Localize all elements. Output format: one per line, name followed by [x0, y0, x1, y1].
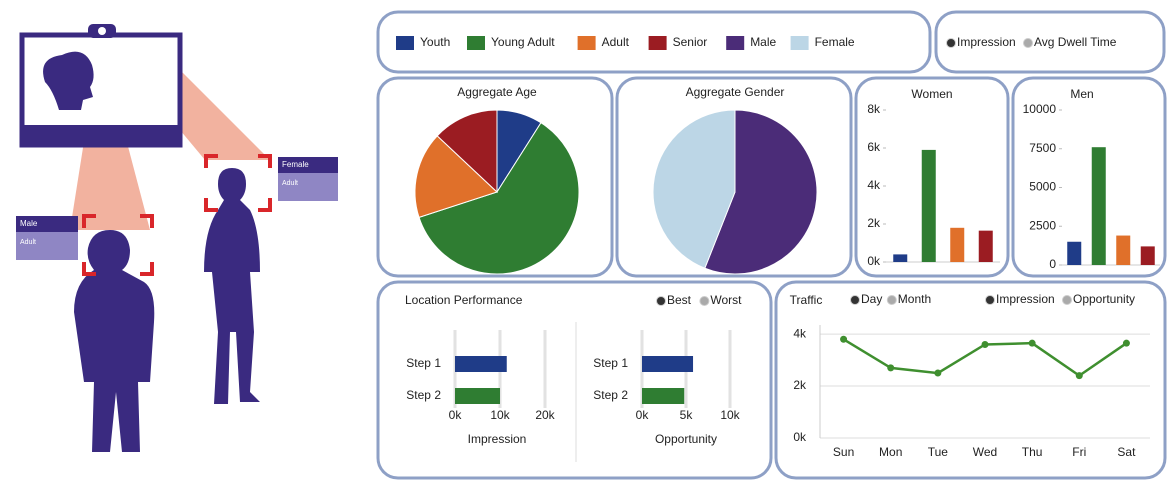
line-point: [1123, 340, 1130, 347]
legend-swatch[interactable]: [649, 36, 667, 50]
monitor-base: [22, 125, 180, 145]
bar: [1141, 246, 1155, 265]
legend-label[interactable]: Female: [815, 35, 855, 49]
chart-title: Women: [911, 87, 952, 101]
legend-label[interactable]: Adult: [602, 35, 630, 49]
legend-label[interactable]: Impression: [996, 292, 1055, 306]
legend-label[interactable]: Young Adult: [491, 35, 555, 49]
line-point: [1076, 372, 1083, 379]
line-point: [982, 341, 989, 348]
legend-label[interactable]: Day: [861, 292, 882, 306]
legend-swatch[interactable]: [726, 36, 744, 50]
legend-dot[interactable]: [851, 296, 860, 305]
y-tick-label: 2k: [793, 378, 807, 392]
x-axis-label: Impression: [468, 432, 527, 446]
legend-swatch[interactable]: [467, 36, 485, 50]
tag-detail: Adult: [20, 239, 36, 246]
y-tick-label: Step 1: [593, 356, 628, 370]
dashboard: Male Adult Female Adult Location Perform…: [0, 0, 1170, 482]
bar: [455, 388, 500, 404]
x-tick-label: Tue: [928, 445, 949, 459]
x-tick-label: Fri: [1072, 445, 1086, 459]
y-tick-label: 8k: [867, 102, 881, 116]
x-tick-label: 20k: [535, 408, 555, 422]
bar: [922, 150, 936, 262]
chart-title: Aggregate Gender: [686, 85, 785, 99]
y-tick-label: 0k: [793, 430, 807, 444]
legend-swatch[interactable]: [791, 36, 809, 50]
bar: [1092, 147, 1106, 265]
tag-body: [278, 173, 338, 201]
page: Male Adult Female Adult Location Perform…: [0, 0, 1170, 482]
legend-swatch[interactable]: [578, 36, 596, 50]
chart-title: Aggregate Age: [457, 85, 537, 99]
line-point: [1029, 340, 1036, 347]
legend-label[interactable]: Male: [750, 35, 776, 49]
y-tick-label: 0: [1049, 257, 1056, 271]
line-point: [840, 336, 847, 343]
x-tick-label: 5k: [680, 408, 694, 422]
bar: [893, 254, 907, 262]
x-tick-label: Mon: [879, 445, 902, 459]
y-tick-label: 4k: [793, 326, 807, 340]
tag-title: Male: [20, 219, 38, 228]
y-tick-label: 2k: [867, 216, 881, 230]
legend-label[interactable]: Impression: [957, 35, 1016, 49]
line-point: [887, 364, 894, 371]
x-tick-label: 0k: [449, 408, 463, 422]
legend-label[interactable]: Avg Dwell Time: [1034, 35, 1117, 49]
bar: [979, 231, 993, 262]
chart-title: Men: [1070, 87, 1093, 101]
legend-dot[interactable]: [986, 296, 995, 305]
bar: [1116, 236, 1130, 265]
y-tick-label: 5000: [1029, 180, 1056, 194]
tag-detail: Adult: [282, 180, 298, 187]
legend-dot[interactable]: [700, 297, 709, 306]
x-tick-label: Wed: [973, 445, 997, 459]
camera-lens: [98, 27, 106, 35]
x-tick-label: 10k: [720, 408, 740, 422]
legend-dot[interactable]: [657, 297, 666, 306]
bar: [455, 356, 507, 372]
legend-label[interactable]: Opportunity: [1073, 292, 1135, 306]
legend-label[interactable]: Month: [898, 292, 931, 306]
y-tick-label: Step 2: [593, 388, 628, 402]
legend-dot[interactable]: [1063, 296, 1072, 305]
legend-label[interactable]: Worst: [710, 293, 742, 307]
legend-label[interactable]: Senior: [673, 35, 708, 49]
x-tick-label: Sun: [833, 445, 854, 459]
panel-title: Location Performance: [405, 293, 523, 307]
legend-dot[interactable]: [947, 39, 956, 48]
x-tick-label: Sat: [1117, 445, 1136, 459]
x-axis-label: Opportunity: [655, 432, 717, 446]
chart-title: Traffic: [790, 293, 823, 307]
y-tick-label: 2500: [1029, 218, 1056, 232]
x-tick-label: Thu: [1022, 445, 1043, 459]
x-tick-label: 10k: [490, 408, 510, 422]
legend-label[interactable]: Best: [667, 293, 692, 307]
tag-title: Female: [282, 160, 309, 169]
y-tick-label: 10000: [1023, 102, 1057, 116]
y-tick-label: Step 2: [406, 388, 441, 402]
legend-label[interactable]: Youth: [420, 35, 450, 49]
bar: [642, 388, 684, 404]
location-panel: [378, 282, 771, 478]
bar: [642, 356, 693, 372]
y-tick-label: 0k: [867, 254, 881, 268]
legend-dot[interactable]: [887, 296, 896, 305]
bar: [950, 228, 964, 262]
tag-body: [16, 232, 78, 260]
bar: [1067, 242, 1081, 265]
legend-swatch[interactable]: [396, 36, 414, 50]
line-point: [934, 370, 941, 377]
legend-dot[interactable]: [1024, 39, 1033, 48]
y-tick-label: Step 1: [406, 356, 441, 370]
x-tick-label: 0k: [636, 408, 650, 422]
y-tick-label: 4k: [867, 178, 881, 192]
y-tick-label: 7500: [1029, 141, 1056, 155]
y-tick-label: 6k: [867, 140, 881, 154]
